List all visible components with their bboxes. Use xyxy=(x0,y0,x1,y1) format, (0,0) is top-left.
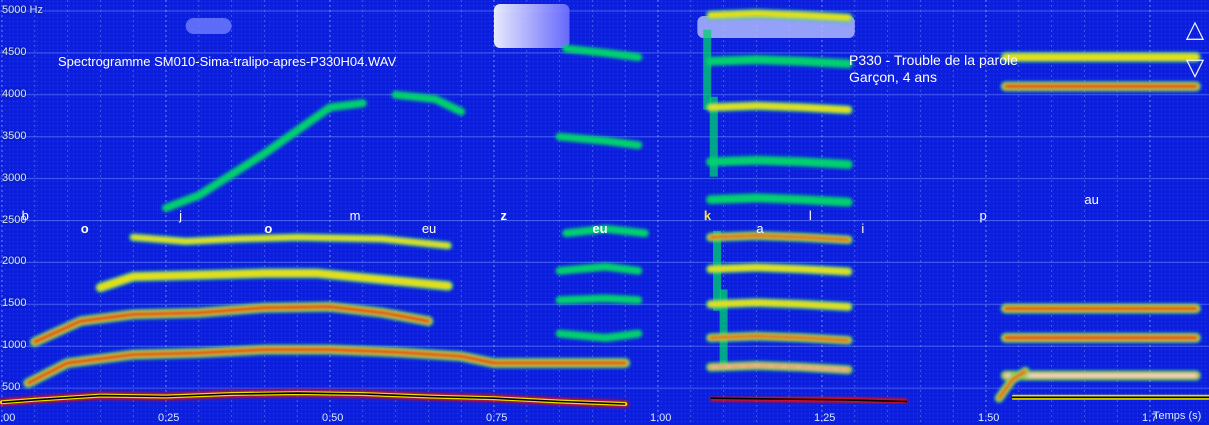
y-tick-label: 1500 xyxy=(2,297,27,310)
triangle-down-icon[interactable]: ▽ xyxy=(1185,54,1205,81)
noise-burst xyxy=(494,4,570,48)
phoneme-label: au xyxy=(1084,191,1099,207)
y-tick-label: 500 xyxy=(2,381,21,394)
noise-burst xyxy=(703,29,712,110)
y-tick-label: 3500 xyxy=(2,129,27,142)
formant-band xyxy=(130,235,451,248)
x-tick-label: 0.00 xyxy=(0,412,16,424)
formant-band xyxy=(26,347,628,386)
phoneme-label: j xyxy=(179,208,182,224)
formant-band xyxy=(706,55,853,69)
x-tick-label: 1.00 xyxy=(650,412,672,424)
y-tick-label: 4000 xyxy=(2,87,27,100)
x-tick-label: 0.75 xyxy=(486,412,508,424)
y-tick-label: 5000 Hz xyxy=(2,4,43,16)
formant-band xyxy=(707,264,851,275)
formant-band xyxy=(707,102,851,113)
phoneme-label: o xyxy=(264,220,273,236)
formant-traces xyxy=(23,8,1201,403)
phoneme-label: p xyxy=(979,208,987,224)
triangle-up-icon[interactable]: △ xyxy=(1185,16,1205,43)
noise-burst xyxy=(719,289,728,370)
formant-band xyxy=(562,224,649,238)
y-tick-label: 4500 xyxy=(2,45,27,58)
formant-band xyxy=(706,193,853,207)
y-tick-label: 1000 xyxy=(2,339,27,352)
phoneme-label: eu xyxy=(592,220,608,236)
pitch-contour xyxy=(0,389,1209,408)
formant-band xyxy=(391,90,466,116)
formant-band xyxy=(555,132,643,150)
phoneme-label: b xyxy=(21,208,29,224)
subject-info-line2: Garçon, 4 ans xyxy=(849,69,937,85)
x-tick-label: 1.7 xyxy=(1142,412,1158,424)
phoneme-label: a xyxy=(756,220,764,236)
pitch-line xyxy=(710,397,908,403)
phoneme-label: k xyxy=(703,208,712,224)
subject-info-line1: P330 - Trouble de la parole xyxy=(849,52,1018,68)
phoneme-label: l xyxy=(808,208,812,224)
phoneme-label: m xyxy=(349,208,361,224)
noise-burst xyxy=(185,18,232,34)
formant-band xyxy=(707,10,851,21)
formant-band xyxy=(707,299,851,310)
formant-band xyxy=(709,234,850,242)
y-tick-label: 2000 xyxy=(2,255,27,268)
phoneme-label: o xyxy=(80,220,89,236)
phoneme-label: eu xyxy=(421,220,437,236)
x-tick-label: 1.25 xyxy=(814,412,836,424)
phoneme-label: z xyxy=(500,208,508,224)
formant-band xyxy=(710,364,849,371)
y-tick-label: 2500 xyxy=(2,213,27,226)
formant-band xyxy=(709,334,850,342)
formant-band xyxy=(706,155,853,169)
x-tick-label: 0.50 xyxy=(322,412,344,424)
y-tick-label: 3000 xyxy=(2,171,27,184)
noise-burst xyxy=(709,96,718,177)
pitch-line xyxy=(1,392,626,405)
formant-band xyxy=(997,369,1027,400)
formant-band xyxy=(97,270,452,291)
formant-band xyxy=(555,262,643,275)
x-axis-unit-label: Temps (s) xyxy=(1153,410,1202,422)
formant-band xyxy=(32,304,431,344)
formant-band xyxy=(555,294,643,305)
spectrogram-title: Spectrogramme SM010-Sima-tralipo-apres-P… xyxy=(58,54,397,69)
noise-burst xyxy=(697,16,855,38)
x-tick-label: 0.25 xyxy=(158,412,180,424)
formant-band xyxy=(162,99,367,212)
formant-band xyxy=(555,329,643,342)
formant-band xyxy=(562,44,643,62)
x-tick-label: 1.50 xyxy=(978,412,1000,424)
phoneme-label: i xyxy=(861,220,865,236)
